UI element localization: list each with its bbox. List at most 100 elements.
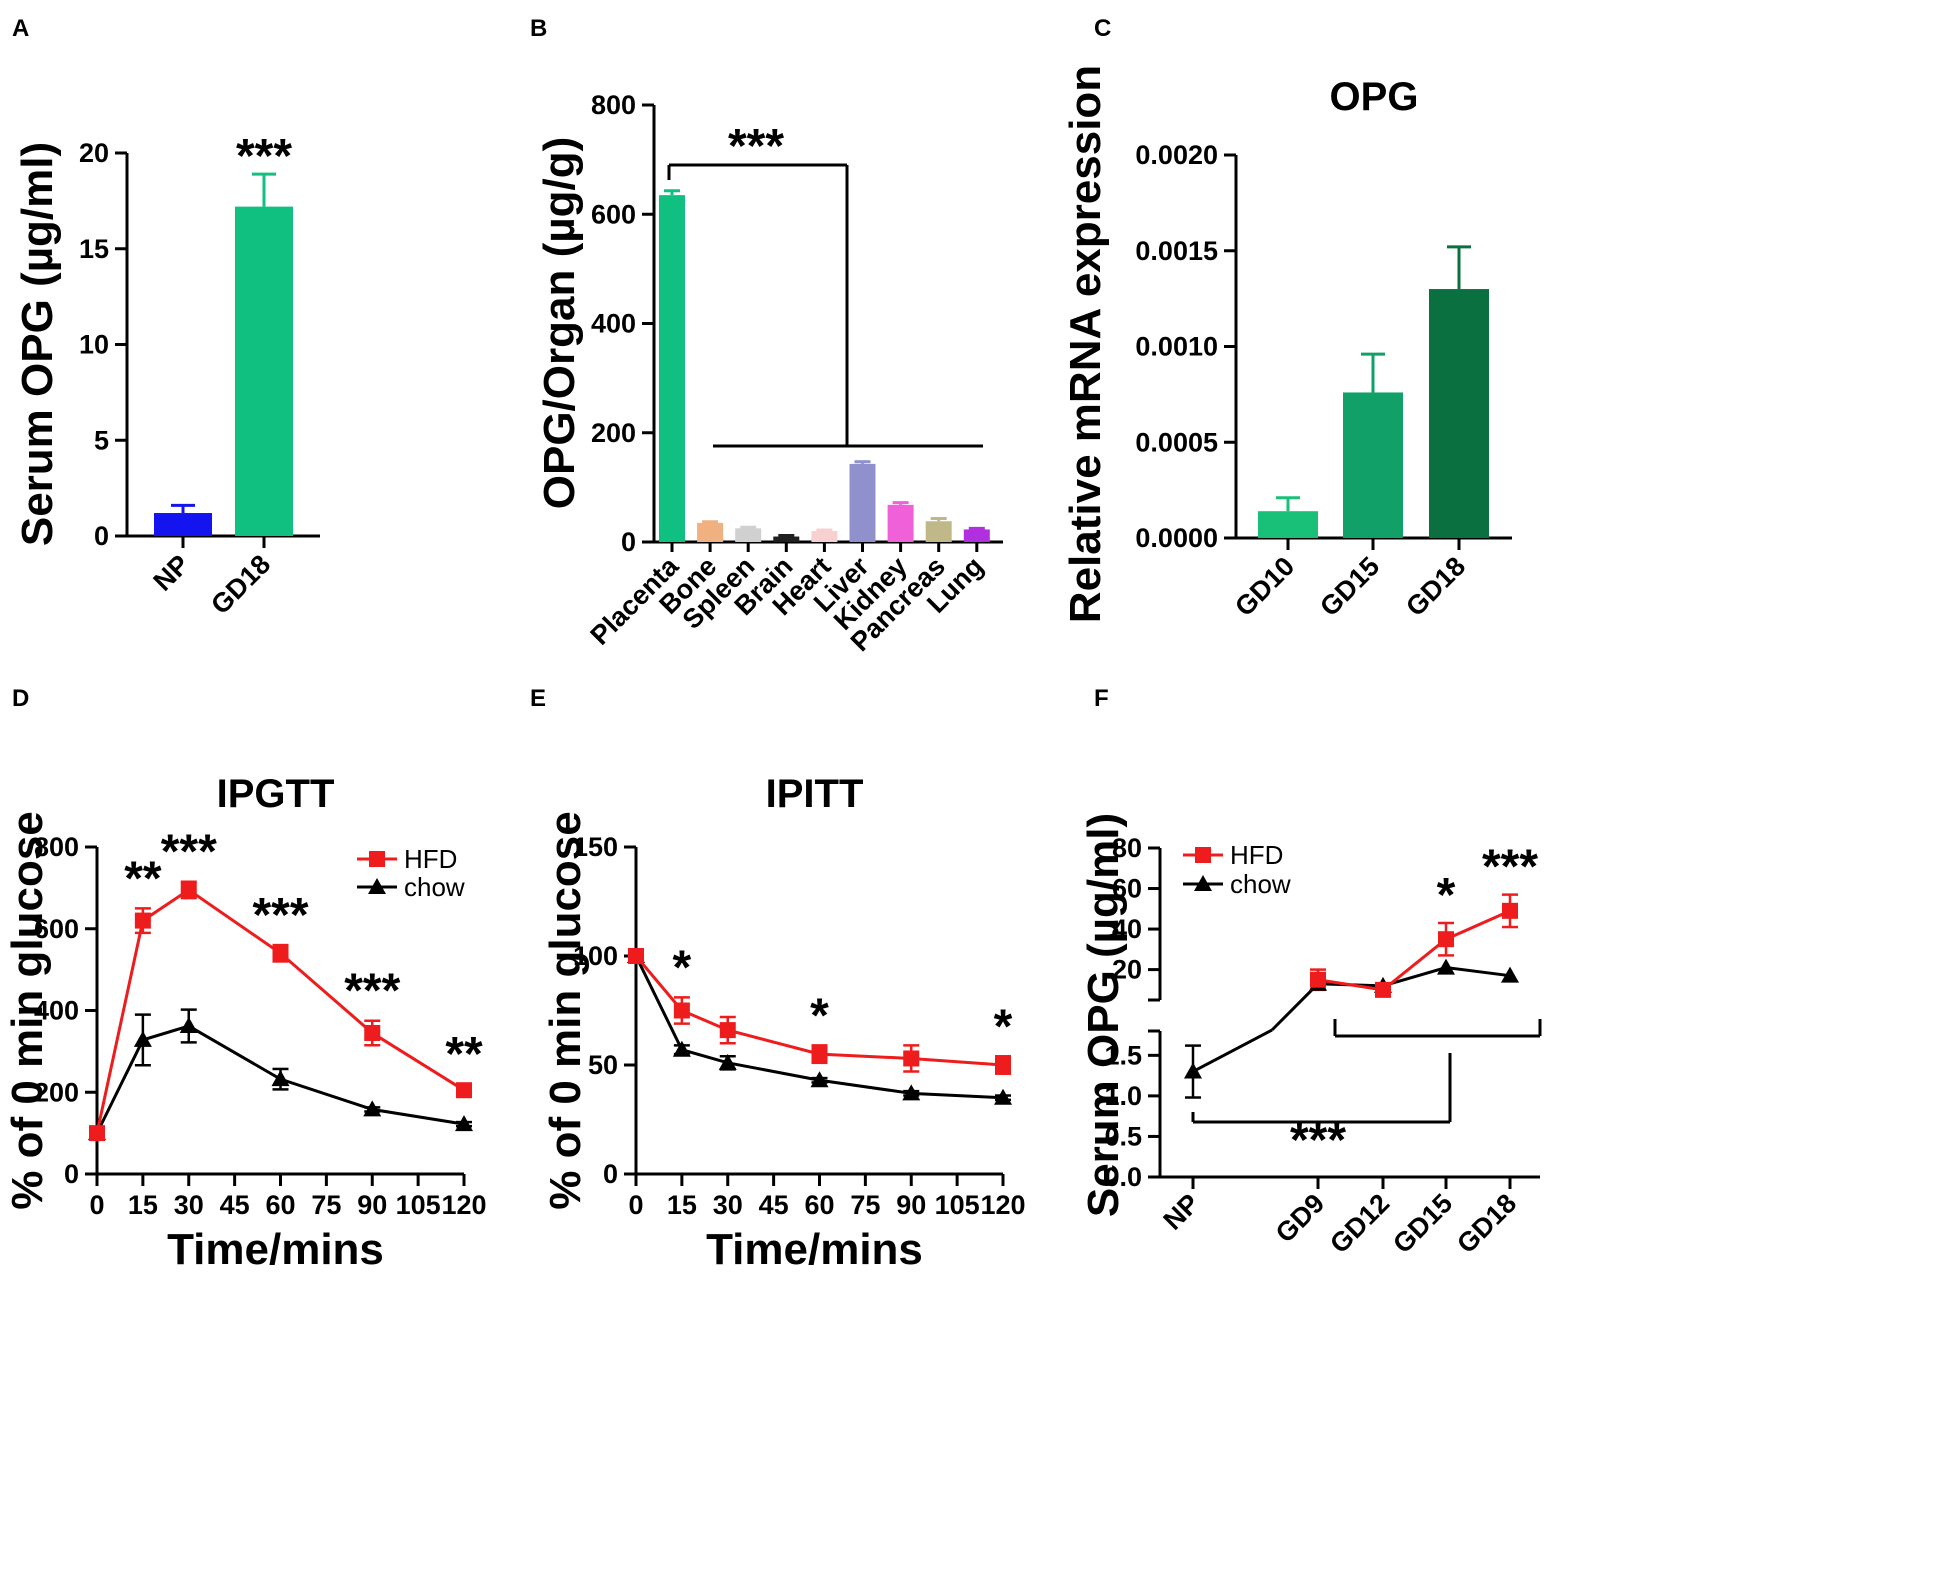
c-y-tick-label: 0.0010	[1135, 332, 1218, 362]
d-legend-label-hfd: HFD	[404, 844, 457, 874]
f-significance: ***	[1482, 841, 1538, 894]
e-point-hfd	[995, 1057, 1011, 1073]
d-point-hfd	[456, 1082, 472, 1099]
c-bar-gd10	[1258, 511, 1318, 538]
c-title: OPG	[1330, 75, 1419, 119]
b-y-label: OPG/Organ (µg/g)	[535, 137, 584, 509]
f-x-tick-label: GD18	[1451, 1188, 1522, 1259]
d-x-tick-label: 90	[357, 1190, 387, 1220]
d-x-tick-label: 45	[220, 1190, 250, 1220]
d-x-tick-label: 30	[174, 1190, 204, 1220]
a-x-tick-label: NP	[148, 549, 196, 597]
d-y-tick-label: 800	[34, 832, 79, 862]
b-bar-spleen	[735, 528, 762, 542]
d-line-hfd	[95, 888, 465, 1134]
e-significance: *	[994, 1000, 1013, 1053]
f-y-tick-label: 1.0	[1104, 1081, 1142, 1111]
c-y-tick-label: 0.0020	[1135, 140, 1218, 170]
e-y-tick-label: 150	[573, 832, 618, 862]
d-significance: ***	[344, 965, 400, 1018]
a-bar-np	[154, 513, 212, 536]
a-significance: ***	[236, 130, 292, 183]
f-y-label: Serum OPG (µg/ml)	[1079, 813, 1128, 1217]
c-x-tick-label: GD15	[1314, 551, 1385, 622]
d-x-tick-label: 15	[128, 1190, 158, 1220]
e-y-tick-label: 0	[603, 1159, 618, 1189]
e-x-label: Time/mins	[706, 1225, 923, 1274]
e-point-hfd	[673, 1002, 690, 1019]
e-significance: *	[810, 989, 829, 1042]
b-y-tick-label: 0	[621, 527, 636, 557]
e-x-tick-label: 90	[896, 1190, 926, 1220]
c-x-tick-label: GD18	[1400, 551, 1471, 622]
d-legend-marker-hfd	[369, 851, 385, 867]
f-point-chow	[1437, 958, 1455, 975]
a-bar-gd18	[235, 206, 293, 536]
d-point-hfd	[180, 881, 197, 898]
d-y-tick-label: 200	[34, 1077, 79, 1107]
d-point-chow	[133, 1030, 152, 1047]
c-y-tick-label: 0.0015	[1135, 236, 1218, 266]
d-point-hfd	[134, 912, 151, 929]
panel-letter-e: E	[530, 685, 546, 712]
e-x-tick-label: 30	[713, 1190, 743, 1220]
d-x-tick-label: 75	[311, 1190, 341, 1220]
e-y-tick-label: 100	[573, 941, 618, 971]
d-y-label: % of 0 min glucose	[3, 811, 52, 1210]
a-y-tick-label: 5	[94, 425, 109, 455]
f-point-hfd	[1438, 931, 1454, 948]
b-bar-heart	[811, 531, 838, 542]
f-point-chow	[1501, 966, 1519, 983]
d-line-chow	[95, 1024, 465, 1134]
d-x-tick-label: 105	[396, 1190, 441, 1220]
e-point-hfd	[719, 1022, 736, 1039]
e-point-chow	[672, 1040, 691, 1057]
d-point-hfd	[364, 1024, 381, 1041]
d-point-hfd	[272, 945, 289, 962]
d-significance: ***	[252, 889, 308, 942]
e-line-chow	[634, 955, 1004, 1100]
f-x-tick-label: GD12	[1324, 1188, 1395, 1259]
e-point-hfd	[903, 1050, 920, 1067]
panel-letter-f: F	[1094, 685, 1109, 712]
e-x-tick-label: 75	[850, 1190, 880, 1220]
f-y-tick-label: 0.0	[1104, 1162, 1142, 1192]
f-y-tick-label: 20	[1112, 955, 1142, 985]
d-y-tick-label: 600	[34, 914, 79, 944]
d-x-tick-label: 120	[441, 1190, 486, 1220]
f-point-chow	[1184, 1062, 1202, 1079]
f-y-tick-label: 40	[1112, 914, 1142, 944]
e-point-chow	[810, 1071, 829, 1088]
d-y-tick-label: 400	[34, 996, 79, 1026]
e-x-tick-label: 45	[759, 1190, 789, 1220]
c-bar-gd18	[1429, 289, 1489, 538]
d-point-chow	[271, 1070, 290, 1087]
c-y-label: Relative mRNA expression	[1061, 65, 1110, 623]
panel-letter-a: A	[12, 15, 29, 42]
f-y-tick-label: 80	[1112, 833, 1142, 863]
f-y-tick-label: 0.5	[1104, 1121, 1142, 1151]
b-bar-liver	[849, 463, 876, 542]
c-bar-gd15	[1343, 392, 1403, 538]
f-point-hfd	[1310, 971, 1326, 988]
c-y-tick-label: 0.0000	[1135, 523, 1218, 553]
f-point-hfd	[1502, 902, 1518, 919]
e-point-chow	[994, 1088, 1012, 1105]
f-legend-marker-chow	[1194, 875, 1212, 891]
a-y-tick-label: 10	[79, 330, 109, 360]
a-y-label: Serum OPG (µg/ml)	[13, 142, 62, 546]
e-x-tick-label: 0	[628, 1190, 643, 1220]
e-point-hfd	[628, 948, 644, 964]
e-significance: *	[673, 941, 692, 994]
e-y-tick-label: 50	[588, 1050, 618, 1080]
f-point-hfd	[1375, 981, 1391, 998]
b-bar-lung	[963, 529, 990, 542]
e-point-chow	[902, 1084, 921, 1101]
f-y-tick-label: 1.5	[1104, 1040, 1142, 1070]
f-legend-label-chow: chow	[1230, 869, 1291, 899]
d-x-label: Time/mins	[167, 1225, 384, 1274]
b-y-tick-label: 400	[591, 309, 636, 339]
a-y-tick-label: 0	[94, 521, 109, 551]
d-significance: ***	[161, 826, 217, 879]
